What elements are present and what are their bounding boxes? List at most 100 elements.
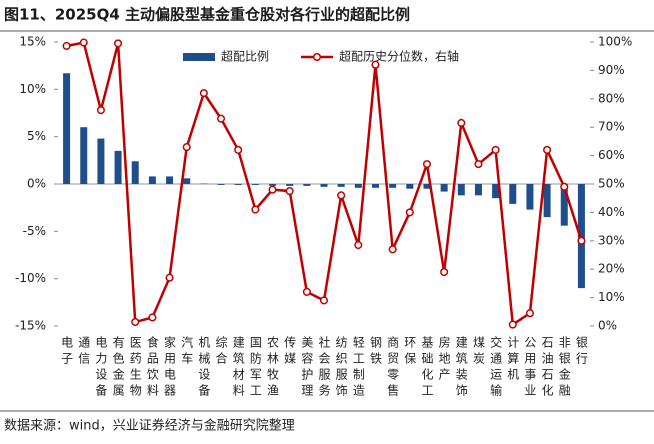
bar [97,138,105,184]
bar [577,184,585,289]
x-tick-label: 国防军工 [248,336,262,400]
y2-tick-label: 50% [598,177,625,191]
line-marker [525,309,534,318]
line-marker [234,145,243,154]
bar [526,184,534,210]
bar [217,184,225,185]
y-tick-label: -15% [15,319,46,333]
x-tick-label: 石油石化 [540,336,554,400]
bar [80,127,88,184]
bar [440,184,448,192]
x-tick-label: 交通运输 [489,335,503,400]
bar [131,161,139,184]
bar [63,73,71,184]
x-tick-label: 煤炭 [471,336,485,368]
bar [200,183,208,185]
bar [269,184,277,186]
line-marker [96,106,105,115]
y2-tick-label: 20% [598,262,625,276]
x-tick-label: 有色金属 [111,336,125,400]
y2-tick-label: 80% [598,91,625,105]
x-tick-label: 轻工制造 [351,336,365,400]
line-marker [508,320,517,329]
x-tick-label: 美容护理 [300,336,314,400]
x-tick-label: 农林牧渔 [266,336,280,400]
line-marker [216,114,226,123]
y2-tick-label: 40% [598,205,625,219]
line-marker [543,145,552,154]
y2-tick-label: 0% [598,319,617,333]
x-tick-label: 建筑装饰 [454,336,468,400]
y-tick-label: 10% [19,82,46,96]
x-tick-label: 公用事业 [523,336,537,400]
line-marker [148,313,157,322]
x-tick-label: 环保 [403,336,417,368]
line-marker [182,143,191,152]
bar [337,184,345,187]
legend-swatch [183,53,215,61]
line-marker [131,317,140,327]
line-marker [491,145,500,154]
bar [286,184,294,186]
x-tick-label: 电子 [60,336,74,368]
x-tick-label: 食品饮料 [145,335,159,400]
bar [543,184,551,218]
line-marker [79,38,88,47]
line-marker [62,41,71,51]
line-marker [405,208,414,217]
line-marker [337,191,346,200]
x-tick-label: 房地产 [437,335,451,384]
y-tick-label: -10% [15,271,46,285]
line-marker [422,160,432,169]
line-marker [285,187,294,196]
bar [423,184,431,189]
line-marker [474,160,483,169]
x-tick-label: 非银金融 [557,336,571,400]
bar [183,178,191,184]
line-marker [302,287,311,296]
bar [234,184,242,185]
source: 数据来源：wind，兴业证券经济与金融研究院整理 [4,418,295,434]
line-marker [114,39,123,48]
x-tick-label: 传媒 [283,335,297,368]
x-tick-label: 银行 [574,336,588,368]
bar [560,184,568,226]
bar [320,184,328,187]
x-tick-label: 医药生物 [128,336,142,400]
x-tick-label: 家用电器 [163,335,177,400]
bar [509,184,517,204]
bar [474,184,482,196]
line-marker [560,182,569,191]
line-marker [457,118,466,127]
y2-tick-label: 10% [598,290,625,304]
y-tick-label: 0% [27,177,46,191]
line-marker [354,241,363,250]
x-tick-label: 纺织服饰 [334,336,348,400]
line-marker [319,296,329,305]
y-tick-label: -5% [23,224,46,238]
line-marker [165,273,174,282]
y2-tick-label: 60% [598,148,625,162]
legend-marker [312,52,322,62]
x-tick-label: 计算机 [506,336,520,384]
x-tick-label: 钢铁 [368,336,382,368]
x-tick-label: 基础化工 [420,336,434,400]
bar [406,184,414,189]
line-marker [388,245,397,254]
line-marker [251,205,260,214]
x-tick-label: 建筑材料 [231,336,245,400]
bar [457,184,465,196]
bar [166,176,174,184]
x-tick-label: 社会服务 [317,335,331,400]
y-tick-label: 5% [27,129,46,143]
bar [303,184,311,186]
bar [114,150,122,184]
bar [148,176,156,184]
bar [354,184,362,188]
legend-label: 超配历史分位数，右轴 [339,49,459,64]
legend-label: 超配比例 [221,49,269,64]
line-marker [268,185,277,194]
bar [492,184,500,199]
y2-tick-label: 30% [598,233,625,247]
